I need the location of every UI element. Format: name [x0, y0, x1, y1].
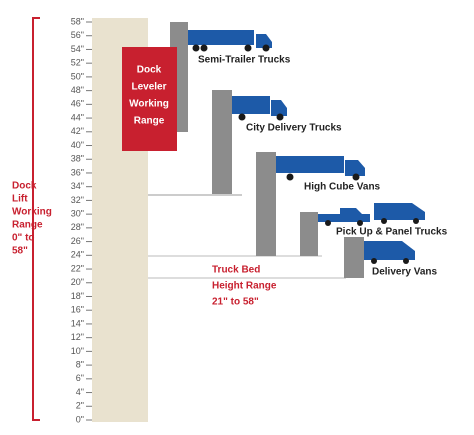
- scale-label: 18": [71, 291, 84, 301]
- scale-label: 14": [71, 318, 84, 328]
- scale-label: 42": [71, 126, 84, 136]
- truck-bed-text: 21" to 58": [212, 297, 259, 308]
- height-bar: [300, 212, 318, 256]
- scale-label: 50": [71, 71, 84, 81]
- dock-lift-text: 0" to: [12, 233, 35, 244]
- truck-label: Semi-Trailer Trucks: [198, 55, 291, 66]
- scale-label: 56": [71, 30, 84, 40]
- scale-label: 52": [71, 58, 84, 68]
- scale-label: 2": [76, 401, 84, 411]
- dock-lift-text: Range: [12, 220, 43, 231]
- scale-label: 0": [76, 414, 84, 424]
- truck-bed-text: Height Range: [212, 281, 277, 292]
- scale-label: 58": [71, 16, 84, 26]
- scale-label: 38": [71, 154, 84, 164]
- scale-label: 30": [71, 209, 84, 219]
- city-truck: [232, 96, 287, 121]
- scale-label: 34": [71, 181, 84, 191]
- scale-label: 8": [76, 359, 84, 369]
- dock-lift-text: Dock: [12, 181, 37, 192]
- scale-label: 20": [71, 277, 84, 287]
- truck-label: Delivery Vans: [372, 267, 437, 278]
- scale-label: 26": [71, 236, 84, 246]
- dock-lift-text: Working: [12, 207, 52, 218]
- scale-label: 4": [76, 387, 84, 397]
- dock-leveler-text: Working: [129, 99, 169, 110]
- scale-label: 12": [71, 332, 84, 342]
- dock-leveler-text: Range: [134, 116, 165, 127]
- semi-truck: [188, 30, 272, 52]
- dock-leveler-box: [122, 47, 177, 151]
- height-bar: [344, 237, 364, 278]
- dock-lift-text: 58": [12, 246, 28, 257]
- dock-leveler-text: Dock: [137, 65, 162, 76]
- scale-label: 6": [76, 373, 84, 383]
- scale-label: 16": [71, 305, 84, 315]
- height-bar: [256, 152, 276, 256]
- truck-label: Pick Up & Panel Trucks: [336, 227, 448, 238]
- pickup-panel: [318, 203, 425, 226]
- scale-label: 48": [71, 85, 84, 95]
- scale-label: 28": [71, 222, 84, 232]
- delivery-van: [364, 241, 415, 264]
- scale-label: 22": [71, 263, 84, 273]
- bracket: [32, 17, 40, 421]
- dock-lift-text: Lift: [12, 194, 28, 205]
- high-cube-van: [276, 156, 365, 181]
- truck-label: City Delivery Trucks: [246, 123, 342, 134]
- scale-label: 46": [71, 99, 84, 109]
- truck-label: High Cube Vans: [304, 182, 381, 193]
- scale-label: 10": [71, 346, 84, 356]
- truck-bed-text: Truck Bed: [212, 265, 260, 276]
- height-bar: [212, 90, 232, 194]
- scale-label: 24": [71, 250, 84, 260]
- dock-leveler-text: Leveler: [131, 82, 166, 93]
- scale-label: 36": [71, 167, 84, 177]
- scale-label: 54": [71, 44, 84, 54]
- scale-label: 40": [71, 140, 84, 150]
- scale-label: 32": [71, 195, 84, 205]
- scale-label: 44": [71, 112, 84, 122]
